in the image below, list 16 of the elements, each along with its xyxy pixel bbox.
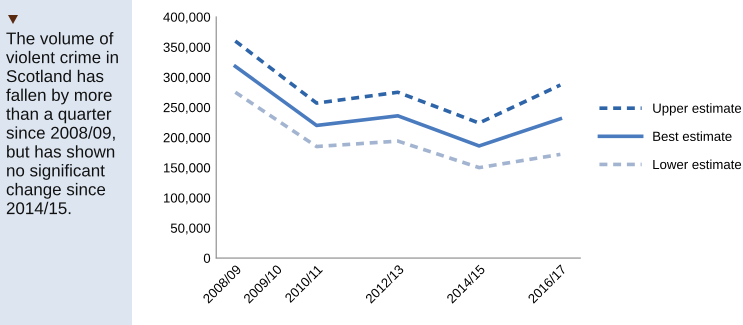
y-tick-label: 350,000 [163, 42, 210, 54]
y-tick-label: 0 [204, 254, 210, 263]
y-tick-label: 150,000 [164, 163, 210, 174]
y-tick-label: 100,000 [164, 193, 210, 204]
y-tick-label: 250,000 [164, 102, 210, 114]
y-tick-label: 50,000 [170, 223, 210, 234]
line-series [234, 39, 562, 125]
line-series [234, 90, 562, 170]
y-tick-label: 200,000 [164, 133, 210, 144]
legend-label: Lower estimate [653, 159, 742, 170]
y-tick-label: 300,000 [163, 72, 210, 84]
text: The volume of violent crime in Scotland has fallen by more than a quarter since 2008/09, but has shown no significant change since 2014/15. [6, 32, 118, 214]
y-tick-label: 400,000 [163, 12, 210, 24]
legend-label: Best estimate [653, 131, 732, 142]
line-series [234, 64, 562, 148]
legend-label: Upper estimate [653, 103, 742, 116]
